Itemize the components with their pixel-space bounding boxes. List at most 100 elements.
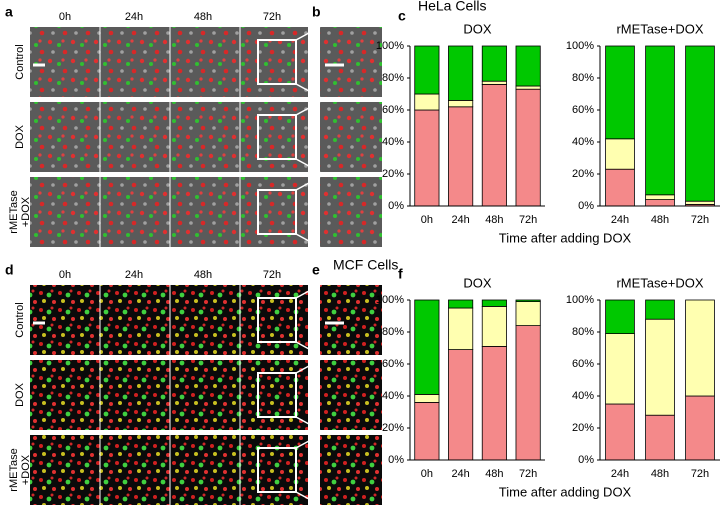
bar-segment bbox=[515, 45, 541, 87]
bar-segment bbox=[448, 349, 474, 461]
bar-segment bbox=[481, 345, 507, 461]
bar-segment bbox=[605, 138, 635, 170]
column-label: 0h bbox=[59, 11, 71, 23]
bar-segment bbox=[605, 299, 635, 334]
panel-letter: a bbox=[5, 4, 13, 20]
x-tick-label: 24h bbox=[611, 468, 629, 480]
y-tick-label: 0% bbox=[578, 454, 594, 466]
y-tick-label: 100% bbox=[376, 40, 404, 52]
row-label: rMETase bbox=[8, 190, 20, 233]
micrograph-row bbox=[30, 177, 308, 247]
panel-letter: b bbox=[312, 4, 321, 20]
x-tick-label: 0h bbox=[421, 214, 433, 226]
zoom-line bbox=[295, 176, 321, 191]
chart-title: DOX bbox=[463, 275, 492, 290]
bar-segment bbox=[645, 45, 675, 196]
cell-heading: HeLa Cells bbox=[418, 0, 486, 14]
bar-segment bbox=[481, 299, 507, 307]
micrograph-row bbox=[30, 360, 308, 430]
zoom-box bbox=[257, 189, 297, 235]
column-label: 72h bbox=[263, 11, 281, 23]
x-tick-label: 24h bbox=[451, 468, 469, 480]
y-tick-label: 100% bbox=[376, 294, 404, 306]
bar-segment bbox=[605, 168, 635, 207]
zoom-line bbox=[295, 284, 321, 299]
x-tick-label: 0h bbox=[421, 468, 433, 480]
zoom-image bbox=[320, 177, 382, 247]
x-axis-label: Time after adding DOX bbox=[499, 230, 632, 245]
panel-letter: c bbox=[398, 8, 406, 24]
bar-segment bbox=[414, 401, 440, 461]
chart-title: rMETase+DOX bbox=[616, 275, 703, 290]
bar-segment bbox=[515, 301, 541, 327]
bar-segment bbox=[685, 45, 715, 202]
x-tick-label: 72h bbox=[519, 214, 537, 226]
y-tick-label: 100% bbox=[566, 294, 594, 306]
bar-segment bbox=[605, 403, 635, 461]
x-tick-label: 48h bbox=[485, 468, 503, 480]
y-tick-label: 80% bbox=[382, 72, 404, 84]
bar-segment bbox=[481, 45, 507, 82]
y-tick-label: 60% bbox=[572, 358, 594, 370]
bar-segment bbox=[685, 200, 715, 205]
y-tick-label: 60% bbox=[572, 104, 594, 116]
y-tick-label: 80% bbox=[572, 72, 594, 84]
zoom-line bbox=[295, 341, 321, 356]
bar-segment bbox=[448, 299, 474, 309]
y-tick-label: 100% bbox=[566, 40, 594, 52]
bar-segment bbox=[414, 299, 440, 395]
bar-segment bbox=[448, 100, 474, 108]
zoom-image bbox=[320, 360, 382, 430]
zoom-line bbox=[295, 233, 321, 248]
bar-segment bbox=[645, 414, 675, 461]
row-label: DOX bbox=[14, 382, 26, 407]
x-tick-label: 72h bbox=[691, 214, 709, 226]
zoom-image bbox=[320, 435, 382, 505]
zoom-image bbox=[320, 27, 382, 97]
bar-segment bbox=[605, 45, 635, 140]
bar-segment bbox=[414, 93, 440, 111]
cell-heading: MCF Cells bbox=[333, 257, 398, 273]
column-label: 72h bbox=[263, 269, 281, 281]
row-label: rMETase bbox=[8, 448, 20, 491]
zoom-box bbox=[257, 114, 297, 160]
y-tick-label: 40% bbox=[382, 390, 404, 402]
chart-title: rMETase+DOX bbox=[616, 21, 703, 36]
micrograph-row bbox=[30, 27, 308, 97]
x-tick-label: 72h bbox=[519, 468, 537, 480]
column-label: 48h bbox=[194, 11, 212, 23]
y-tick-label: 20% bbox=[572, 422, 594, 434]
chart-title: DOX bbox=[463, 21, 492, 36]
micrograph-row bbox=[30, 435, 308, 505]
bar-segment bbox=[481, 80, 507, 85]
y-tick-label: 80% bbox=[382, 326, 404, 338]
x-tick-label: 24h bbox=[611, 214, 629, 226]
y-tick-label: 80% bbox=[572, 326, 594, 338]
x-axis-label: Time after adding DOX bbox=[499, 484, 632, 499]
bar-segment bbox=[414, 109, 440, 207]
y-tick-label: 60% bbox=[382, 104, 404, 116]
x-tick-label: 48h bbox=[651, 214, 669, 226]
y-tick-label: 20% bbox=[382, 168, 404, 180]
bar-segment bbox=[685, 395, 715, 461]
x-tick-label: 72h bbox=[691, 468, 709, 480]
panel-letter: e bbox=[312, 262, 320, 278]
zoom-line bbox=[295, 26, 321, 41]
x-tick-label: 24h bbox=[451, 214, 469, 226]
zoom-line bbox=[295, 158, 321, 173]
zoom-line bbox=[295, 101, 321, 116]
micrograph-row bbox=[30, 102, 308, 172]
bar-segment bbox=[645, 299, 675, 320]
zoom-image bbox=[320, 285, 382, 355]
y-tick-label: 20% bbox=[382, 422, 404, 434]
bar-segment bbox=[515, 325, 541, 461]
bar-segment bbox=[515, 85, 541, 90]
bar-segment bbox=[685, 299, 715, 397]
y-tick-label: 20% bbox=[572, 168, 594, 180]
row-label: Control bbox=[14, 44, 26, 79]
bar-segment bbox=[645, 318, 675, 416]
micrograph-row bbox=[30, 285, 308, 355]
y-tick-label: 40% bbox=[382, 136, 404, 148]
zoom-line bbox=[295, 83, 321, 98]
